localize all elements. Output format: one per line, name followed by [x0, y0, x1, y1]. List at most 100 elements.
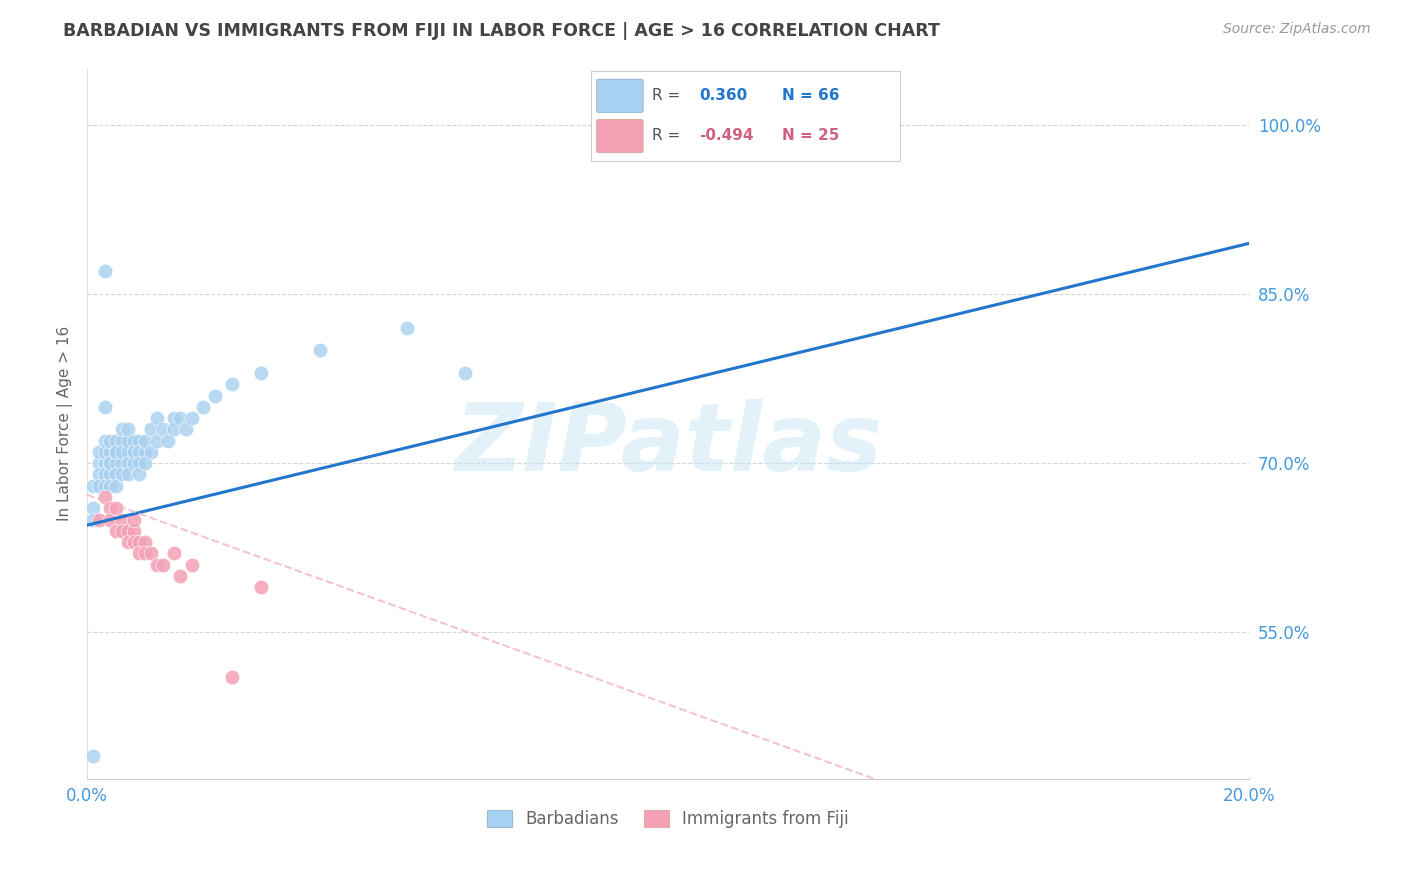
- Point: [146, 434, 169, 448]
- Point: [157, 434, 180, 448]
- FancyBboxPatch shape: [596, 120, 643, 153]
- Point: [128, 535, 150, 549]
- Point: [93, 467, 115, 482]
- Point: [111, 422, 134, 436]
- Point: [174, 422, 197, 436]
- Point: [98, 456, 121, 470]
- Point: [105, 479, 128, 493]
- Point: [93, 434, 115, 448]
- Point: [134, 535, 156, 549]
- Point: [146, 411, 169, 425]
- Point: [117, 434, 139, 448]
- Point: [105, 524, 128, 538]
- Point: [105, 434, 128, 448]
- Point: [250, 580, 273, 594]
- Point: [134, 546, 156, 560]
- Point: [122, 512, 145, 526]
- Point: [773, 118, 796, 132]
- Point: [98, 456, 121, 470]
- Point: [134, 456, 156, 470]
- Point: [87, 456, 110, 470]
- Point: [221, 670, 243, 684]
- Point: [128, 456, 150, 470]
- Point: [139, 422, 162, 436]
- Point: [122, 434, 145, 448]
- Point: [221, 377, 243, 392]
- Point: [105, 445, 128, 459]
- Point: [395, 321, 418, 335]
- Text: R =: R =: [652, 128, 681, 143]
- Point: [82, 512, 104, 526]
- Point: [169, 411, 191, 425]
- Point: [93, 264, 115, 278]
- Point: [163, 546, 186, 560]
- Point: [122, 524, 145, 538]
- Point: [152, 558, 174, 572]
- Point: [117, 467, 139, 482]
- Text: 0.360: 0.360: [699, 88, 747, 103]
- Text: ZIPatlas: ZIPatlas: [454, 399, 883, 491]
- Point: [111, 467, 134, 482]
- Point: [180, 558, 202, 572]
- Point: [93, 456, 115, 470]
- Point: [105, 456, 128, 470]
- Point: [122, 445, 145, 459]
- Point: [111, 445, 134, 459]
- Point: [98, 445, 121, 459]
- Text: Source: ZipAtlas.com: Source: ZipAtlas.com: [1223, 22, 1371, 37]
- Point: [98, 512, 121, 526]
- Point: [163, 411, 186, 425]
- Point: [98, 479, 121, 493]
- Point: [204, 388, 226, 402]
- Point: [134, 434, 156, 448]
- Point: [128, 445, 150, 459]
- Text: -0.494: -0.494: [699, 128, 754, 143]
- Text: R =: R =: [652, 88, 681, 103]
- Point: [111, 434, 134, 448]
- Point: [105, 445, 128, 459]
- Point: [139, 546, 162, 560]
- Point: [93, 445, 115, 459]
- Text: N = 66: N = 66: [782, 88, 839, 103]
- Point: [93, 400, 115, 414]
- Text: BARBADIAN VS IMMIGRANTS FROM FIJI IN LABOR FORCE | AGE > 16 CORRELATION CHART: BARBADIAN VS IMMIGRANTS FROM FIJI IN LAB…: [63, 22, 941, 40]
- Point: [111, 524, 134, 538]
- Point: [93, 479, 115, 493]
- Point: [308, 343, 330, 358]
- FancyBboxPatch shape: [596, 79, 643, 112]
- Point: [117, 524, 139, 538]
- Point: [87, 479, 110, 493]
- Point: [139, 445, 162, 459]
- Point: [454, 366, 477, 380]
- Legend: Barbadians, Immigrants from Fiji: Barbadians, Immigrants from Fiji: [481, 803, 856, 835]
- Text: N = 25: N = 25: [782, 128, 839, 143]
- Point: [193, 400, 215, 414]
- Point: [98, 434, 121, 448]
- Point: [250, 366, 273, 380]
- Point: [117, 422, 139, 436]
- Point: [117, 445, 139, 459]
- Point: [82, 501, 104, 516]
- Point: [117, 456, 139, 470]
- Point: [128, 546, 150, 560]
- Point: [105, 467, 128, 482]
- Point: [98, 501, 121, 516]
- Point: [93, 490, 115, 504]
- Point: [128, 467, 150, 482]
- Point: [82, 749, 104, 764]
- Point: [82, 479, 104, 493]
- Point: [111, 456, 134, 470]
- Point: [117, 535, 139, 549]
- Point: [87, 512, 110, 526]
- Point: [98, 467, 121, 482]
- Point: [122, 535, 145, 549]
- Point: [111, 512, 134, 526]
- Point: [146, 558, 169, 572]
- Point: [87, 445, 110, 459]
- Point: [87, 467, 110, 482]
- Point: [169, 569, 191, 583]
- Point: [134, 445, 156, 459]
- Y-axis label: In Labor Force | Age > 16: In Labor Force | Age > 16: [58, 326, 73, 521]
- Point: [128, 434, 150, 448]
- Point: [122, 456, 145, 470]
